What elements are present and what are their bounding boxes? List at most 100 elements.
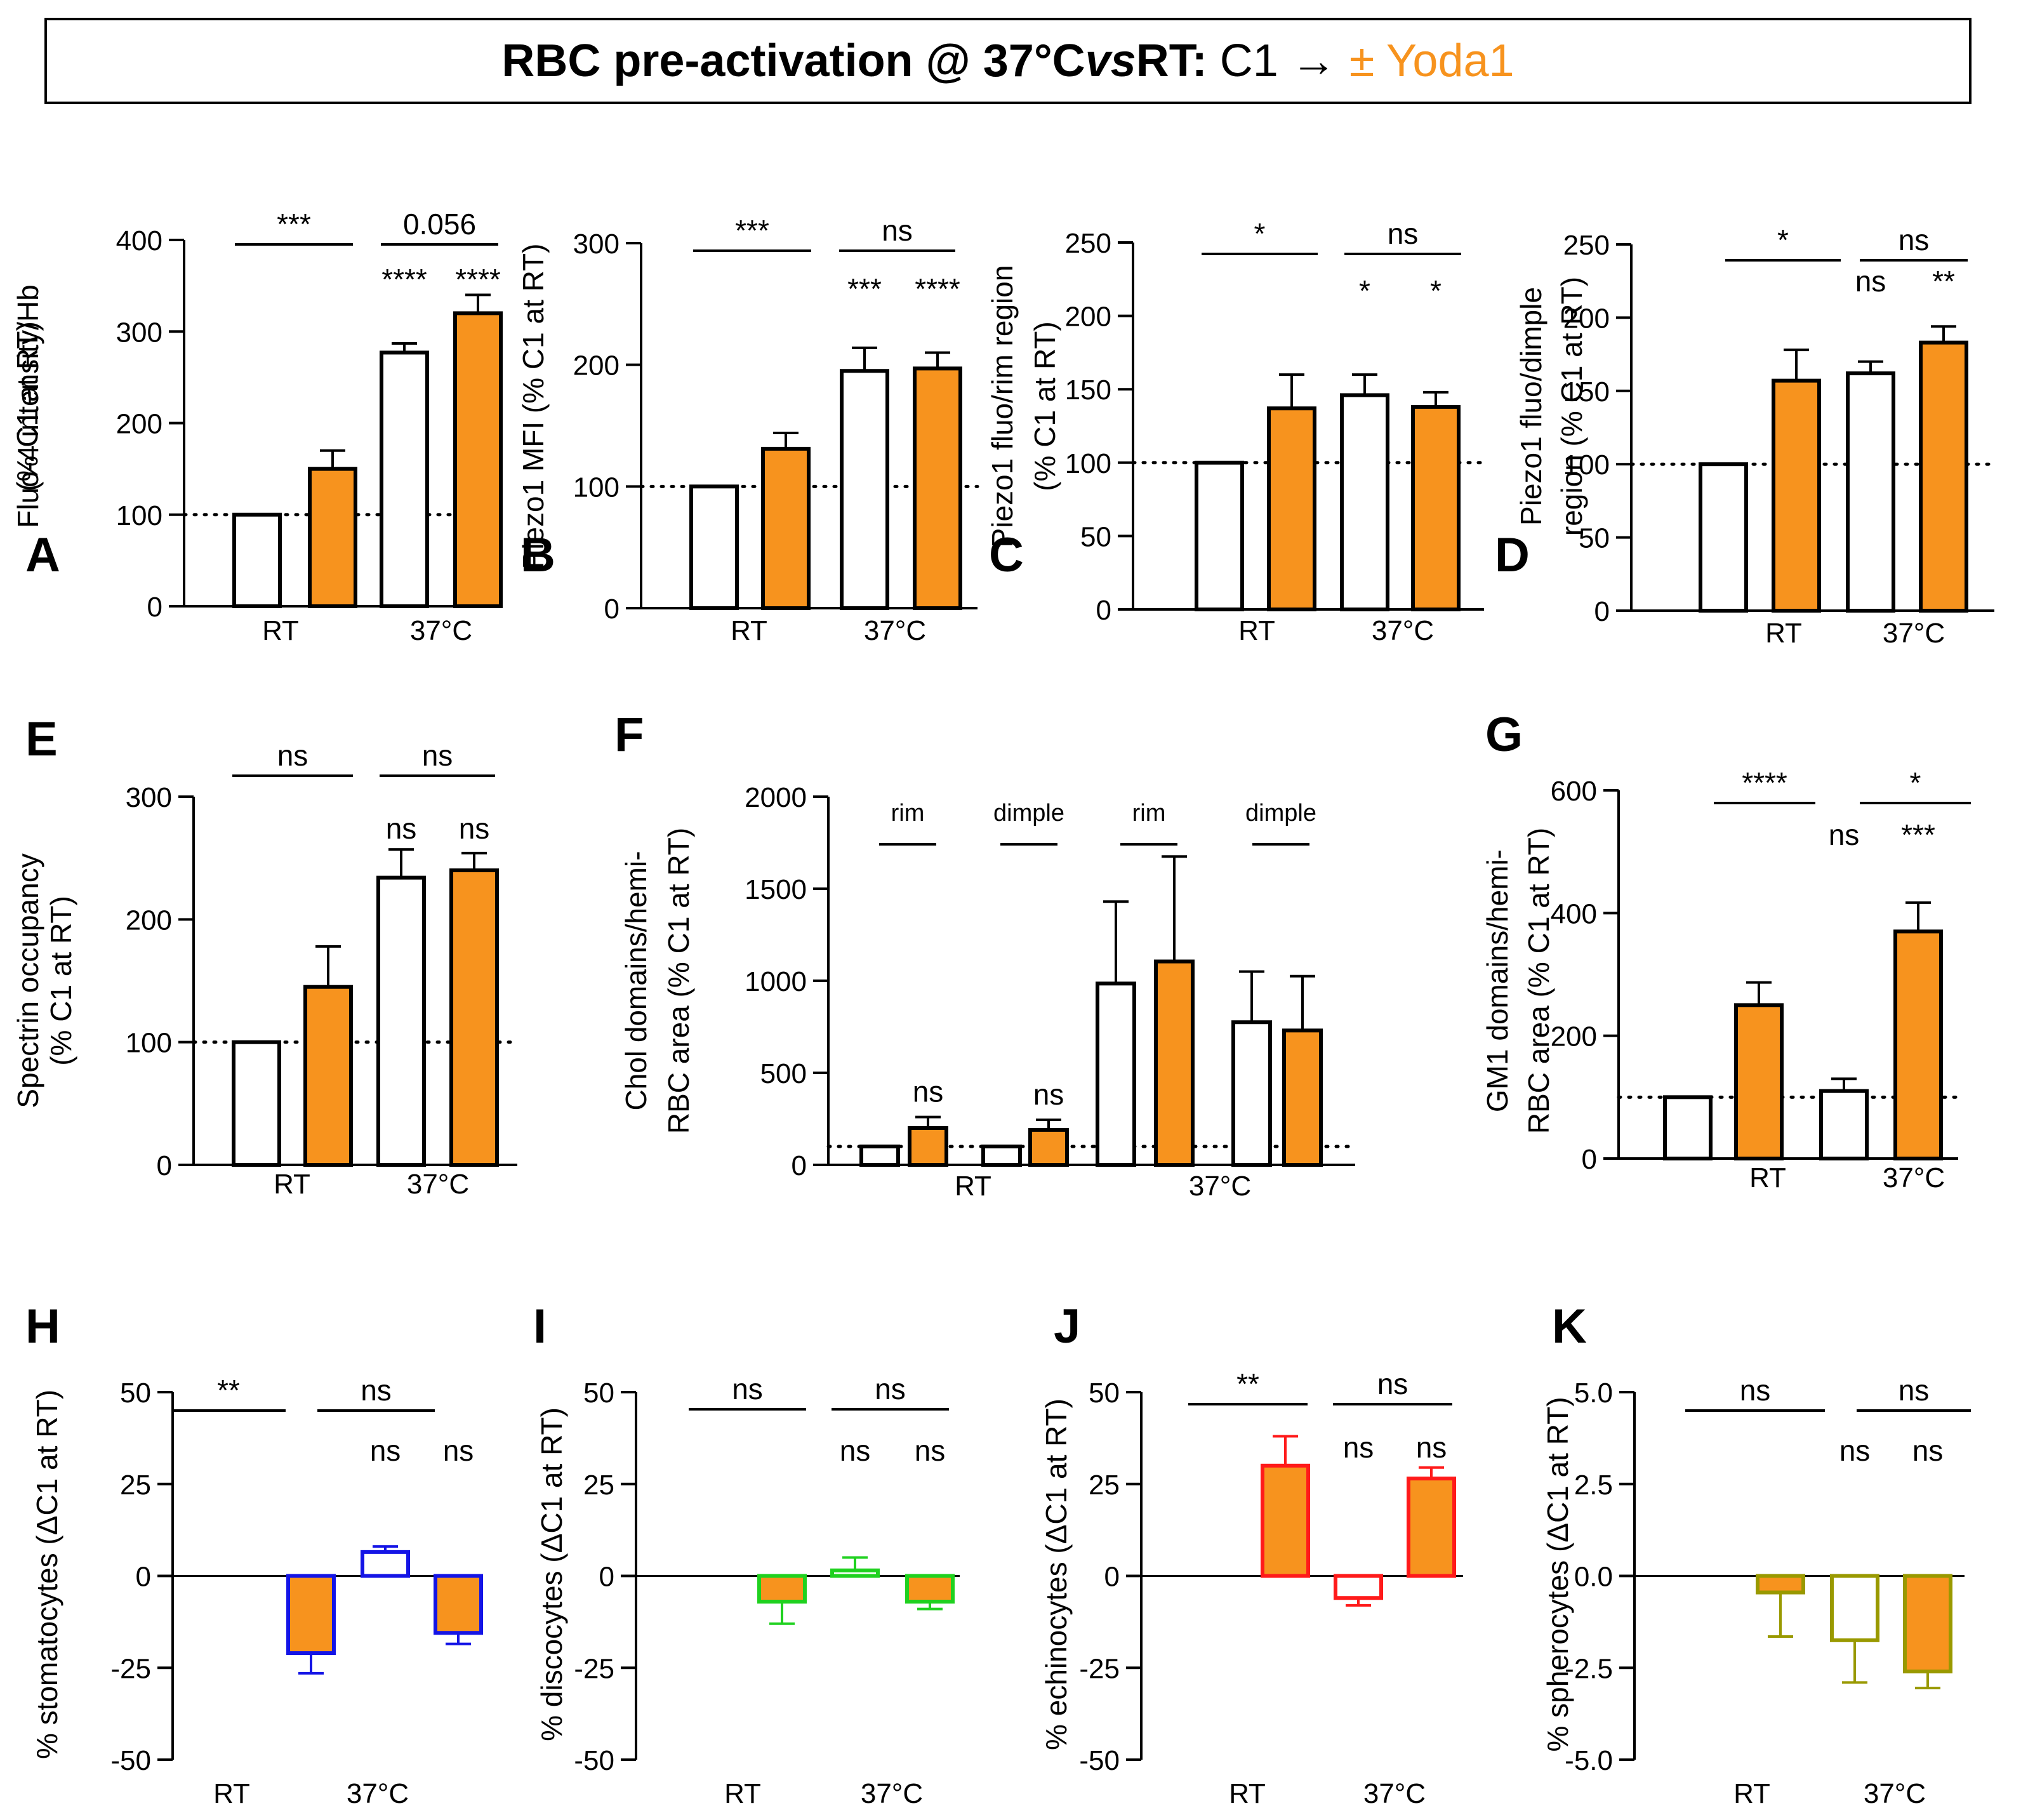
- region-label: rim: [891, 800, 925, 827]
- y-tick-label: 200: [1563, 303, 1610, 334]
- comparison-label: ns: [882, 214, 913, 247]
- y-tick-label: 500: [760, 1058, 807, 1089]
- panel-B: B 0 100 200 300 Piezo1 MFI (% C1 at RT) RT 37°C…: [517, 214, 979, 646]
- x-category-label: 37°C: [1864, 1778, 1926, 1809]
- panel-C: C 0 50 100 150 200 250 Piezo1 fluo/rim region (%…: [986, 217, 1486, 646]
- bar: [1699, 462, 1748, 613]
- y-tick-label: 200: [1551, 1021, 1597, 1053]
- y-tick-label: 150: [1065, 375, 1111, 406]
- significance-label: ****: [381, 263, 427, 296]
- x-category-label: RT: [274, 1169, 310, 1200]
- panel-letter: A: [25, 528, 60, 582]
- y-tick-label: 2000: [745, 782, 807, 813]
- title-c1: C1 →: [1207, 36, 1349, 86]
- panel-F: F 0 500 1000 1500 2000 Chol domains/hemi- RBC a…: [614, 708, 1357, 1202]
- x-category-label: RT: [262, 615, 299, 646]
- y-axis-label: % spherocytes (ΔC1 at RT): [1541, 1397, 1574, 1751]
- y-tick-label: 50: [1089, 1378, 1120, 1409]
- comparison-label: ns: [732, 1372, 763, 1405]
- title-part-1: RBC pre-activation @ 37°C: [501, 36, 1085, 86]
- y-tick-label: -50: [574, 1745, 614, 1776]
- bar: [757, 1574, 807, 1604]
- significance-label: ns: [840, 1434, 871, 1467]
- bar: [1893, 929, 1943, 1161]
- title-part-2: RT:: [1136, 36, 1207, 86]
- x-category-label: RT: [724, 1778, 761, 1809]
- y-tick-label: 50: [1080, 521, 1111, 552]
- panel-K: K -5.0 -2.5 0.0 2.5 5.0% spherocytes (ΔC1 at …: [1541, 1299, 1971, 1809]
- comparison-label: ns: [1377, 1367, 1408, 1400]
- comparison-label: ***: [735, 214, 769, 247]
- bar: [1903, 1574, 1952, 1674]
- comparison-label: ns: [277, 739, 308, 772]
- bar: [761, 446, 811, 611]
- significance-label: ns: [913, 1075, 944, 1108]
- panel-J: J -50 -25 0 25 50 % echinocytes (ΔC1 at RT) RT 3…: [1040, 1299, 1463, 1809]
- y-axis-label: region (% C1 at RT): [1555, 277, 1588, 536]
- x-category-label: RT: [1238, 615, 1275, 646]
- y-tick-label: 100: [116, 500, 162, 531]
- bar: [913, 366, 962, 611]
- y-tick-label: -50: [110, 1745, 151, 1776]
- comparison-label: *: [1910, 766, 1921, 799]
- significance-label: *: [1430, 274, 1441, 307]
- y-tick-label: 600: [1551, 776, 1597, 807]
- bar: [1411, 404, 1461, 611]
- comparison-label: ns: [1899, 1374, 1930, 1407]
- y-tick-label: 0: [1582, 1144, 1597, 1175]
- y-tick-label: 400: [116, 225, 162, 256]
- significance-label: ****: [455, 263, 501, 296]
- panel-letter: E: [25, 712, 58, 766]
- y-tick-label: 2.5: [1574, 1470, 1613, 1501]
- bar: [905, 1574, 955, 1604]
- y-axis-label: % stomatocytes (ΔC1 at RT): [30, 1390, 63, 1759]
- x-category-label: RT: [1229, 1778, 1266, 1809]
- panel-letter: I: [533, 1299, 547, 1353]
- x-category-label: RT: [1749, 1162, 1786, 1193]
- bar: [303, 985, 353, 1167]
- y-tick-label: -5.0: [1565, 1745, 1613, 1776]
- y-tick-label: 5.0: [1574, 1378, 1613, 1409]
- significance-label: ns: [386, 812, 417, 845]
- bar: [1919, 340, 1968, 613]
- x-category-label: 37°C: [1883, 618, 1945, 649]
- significance-label: ns: [1343, 1431, 1374, 1464]
- comparison-label: ns: [1740, 1374, 1771, 1407]
- bar: [1267, 406, 1316, 611]
- significance-label: ns: [1839, 1434, 1871, 1467]
- comparison-label: ***: [277, 208, 311, 241]
- significance-label: ns: [1829, 818, 1860, 851]
- y-tick-label: 0: [1096, 595, 1111, 626]
- y-tick-label: 200: [573, 350, 620, 382]
- significance-label: ns: [370, 1434, 401, 1467]
- y-tick-label: -25: [574, 1653, 614, 1684]
- x-category-label: 37°C: [1363, 1778, 1426, 1809]
- x-category-label: 37°C: [864, 615, 926, 646]
- y-tick-label: 1000: [745, 966, 807, 997]
- x-category-label: 37°C: [1883, 1162, 1945, 1193]
- y-axis-label: (% C1 at RT): [1028, 321, 1061, 491]
- comparison-label: 0.056: [403, 208, 476, 241]
- x-category-label: 37°C: [861, 1778, 923, 1809]
- bar: [1231, 1020, 1272, 1167]
- comparison-label: *: [1254, 217, 1266, 250]
- bar: [1819, 1089, 1869, 1160]
- region-label: rim: [1132, 800, 1166, 827]
- panel-letter: K: [1552, 1299, 1587, 1353]
- y-tick-label: -25: [1079, 1653, 1120, 1684]
- y-axis-label: RBC area (% C1 at RT): [1522, 828, 1555, 1134]
- panel-D: D 0 50 100 150 200 250 Piezo1 fluo/dimple region…: [1495, 223, 1996, 649]
- y-tick-label: 0: [1594, 596, 1610, 627]
- panel-E: E 0 100 200 300 Spectrin occupancy (% C1 at RT…: [11, 712, 519, 1200]
- bar: [453, 311, 503, 608]
- y-tick-label: 0: [604, 594, 620, 625]
- bar: [380, 350, 429, 608]
- title-yoda1: ± Yoda1: [1349, 36, 1514, 86]
- significance-label: ns: [443, 1434, 474, 1467]
- y-tick-label: 150: [1563, 376, 1610, 408]
- y-tick-label: 100: [1065, 448, 1111, 479]
- bar: [1407, 1477, 1456, 1578]
- panel-letter: C: [989, 528, 1024, 582]
- bar: [1282, 1028, 1323, 1167]
- x-category-label: 37°C: [347, 1778, 409, 1809]
